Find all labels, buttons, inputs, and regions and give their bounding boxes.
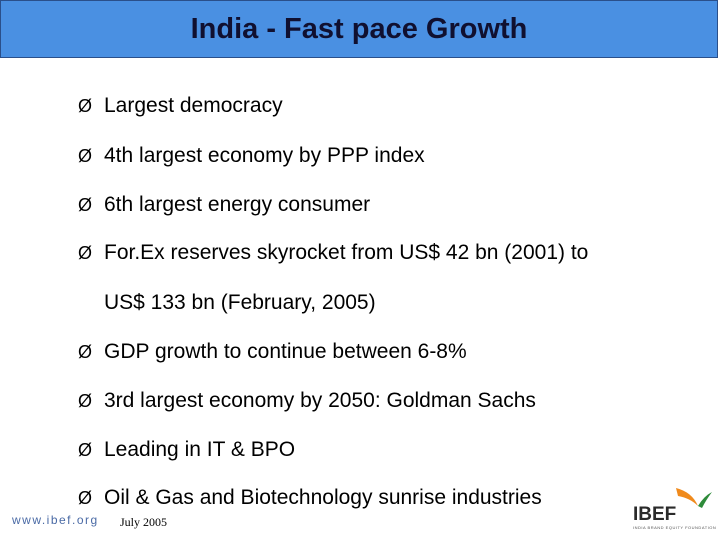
bullet-text: 6th largest energy consumer (104, 193, 371, 216)
slide-title: India - Fast pace Growth (190, 12, 528, 45)
bullet-item: Ø 3rd largest economy by 2050: Goldman S… (78, 389, 536, 413)
bullet-text: For.Ex reserves skyrocket from US$ 42 bn… (104, 241, 589, 264)
arrow-bullet-icon: Ø (78, 488, 93, 508)
footer-url: www.ibef.org (12, 513, 99, 527)
logo-subtitle: INDIA BRAND EQUITY FOUNDATION (633, 525, 717, 530)
arrow-bullet-icon: Ø (78, 195, 93, 215)
bullet-item: Ø Oil & Gas and Biotechnology sunrise in… (78, 486, 542, 510)
bullet-text: Oil & Gas and Biotechnology sunrise indu… (104, 486, 542, 509)
logo-orange-swoosh (676, 488, 698, 506)
bullet-text: 4th largest economy by PPP index (104, 144, 425, 167)
title-bar: India - Fast pace Growth (0, 0, 718, 58)
bullet-item: Ø Leading in IT & BPO (78, 438, 295, 462)
ibef-logo-icon (676, 488, 712, 508)
bullet-text: 3rd largest economy by 2050: Goldman Sac… (104, 389, 536, 412)
arrow-bullet-icon: Ø (78, 243, 93, 263)
bullet-text: Leading in IT & BPO (104, 438, 296, 461)
bullet-text: Largest democracy (104, 94, 283, 117)
bullet-item: Ø 4th largest economy by PPP index (78, 144, 425, 168)
arrow-bullet-icon: Ø (78, 96, 93, 116)
arrow-bullet-icon: Ø (78, 342, 93, 362)
bullet-item: Ø 6th largest energy consumer (78, 193, 370, 217)
bullet-item: Ø GDP growth to continue between 6-8% (78, 340, 467, 364)
logo-text: IBEF (633, 504, 677, 525)
bullet-text: GDP growth to continue between 6-8% (104, 340, 467, 363)
bullet-item: Ø Largest democracy (78, 94, 283, 118)
arrow-bullet-icon: Ø (78, 391, 93, 411)
logo-green-swoosh (698, 492, 712, 508)
footer-date: July 2005 (120, 515, 168, 529)
bullet-continuation: US$ 133 bn (February, 2005) (104, 291, 376, 314)
arrow-bullet-icon: Ø (78, 146, 93, 166)
bullet-item: Ø For.Ex reserves skyrocket from US$ 42 … (78, 241, 588, 265)
arrow-bullet-icon: Ø (78, 440, 93, 460)
